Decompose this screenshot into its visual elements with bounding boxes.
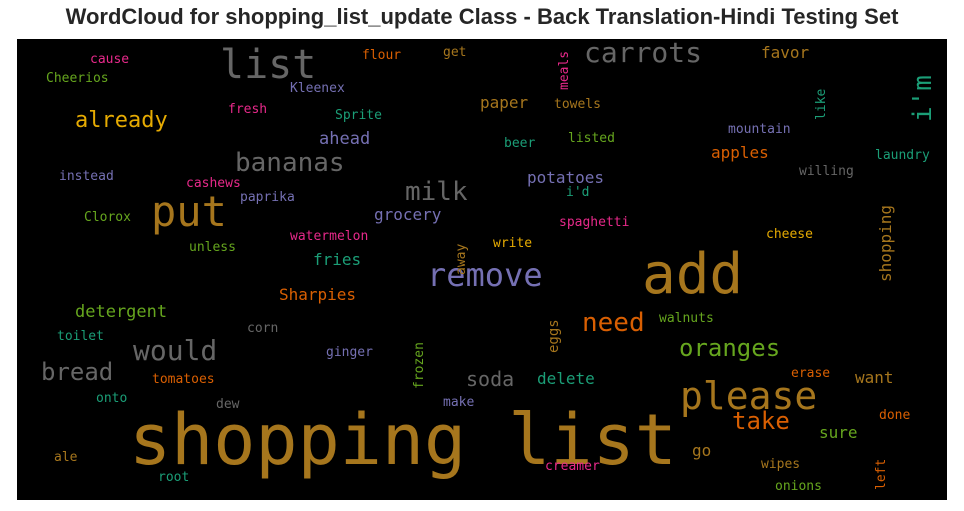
- cloud-word: ahead: [319, 129, 371, 149]
- cloud-word: unless: [189, 240, 236, 255]
- cloud-word: wipes: [761, 457, 801, 472]
- cloud-word: left: [874, 458, 889, 491]
- word-cloud-canvas: shopping list add put remove please list carro…: [17, 39, 947, 500]
- cloud-word: away: [454, 243, 469, 276]
- cloud-word: i'd: [566, 185, 590, 200]
- cloud-word: bread: [41, 358, 114, 386]
- cloud-word: list: [220, 42, 317, 88]
- cloud-word: potatoes: [527, 168, 605, 187]
- cloud-word: corn: [247, 321, 279, 336]
- cloud-word: paprika: [240, 190, 295, 205]
- cloud-word: put: [151, 187, 227, 236]
- cloud-word: fries: [313, 250, 362, 269]
- cloud-word: toilet: [57, 329, 104, 344]
- cloud-word: ginger: [326, 345, 373, 360]
- cloud-word: meals: [557, 50, 572, 90]
- cloud-word: willing: [799, 164, 854, 179]
- cloud-word: detergent: [75, 302, 168, 322]
- cloud-word: tomatoes: [152, 372, 215, 387]
- cloud-word: eggs: [546, 318, 562, 353]
- cloud-word: add: [642, 242, 744, 307]
- cloud-word: laundry: [875, 148, 930, 163]
- cloud-word: erase: [791, 366, 831, 381]
- cloud-word: please: [680, 374, 818, 418]
- cloud-word: would: [133, 334, 218, 367]
- cloud-word: ale: [54, 450, 78, 465]
- cloud-word: bananas: [235, 148, 345, 178]
- cloud-word: oranges: [679, 334, 781, 362]
- cloud-word: listed: [568, 131, 615, 146]
- cloud-word: done: [879, 408, 911, 423]
- cloud-word: shopping list: [129, 399, 677, 481]
- cloud-word: frozen: [412, 341, 427, 389]
- cloud-word: already: [75, 108, 168, 133]
- cloud-word: instead: [59, 169, 114, 184]
- cloud-word: cause: [90, 52, 130, 67]
- cloud-word: flour: [362, 48, 402, 63]
- cloud-word: walnuts: [659, 311, 714, 326]
- cloud-word: Cheerios: [46, 71, 109, 86]
- cloud-word: apples: [711, 143, 769, 162]
- cloud-word: paper: [480, 93, 529, 112]
- cloud-word: spaghetti: [559, 215, 630, 230]
- cloud-word: favor: [761, 43, 810, 62]
- cloud-word: i'm: [908, 74, 938, 122]
- cloud-word: Clorox: [84, 210, 131, 225]
- cloud-word: make: [443, 395, 475, 410]
- cloud-word: remove: [427, 256, 543, 294]
- cloud-word: mountain: [728, 122, 791, 137]
- cloud-word: take: [732, 407, 790, 435]
- cloud-word: dew: [216, 397, 240, 412]
- cloud-word: like: [814, 88, 829, 121]
- cloud-word: cashews: [186, 176, 241, 191]
- cloud-word: watermelon: [290, 229, 369, 244]
- cloud-word: need: [582, 308, 645, 338]
- cloud-word: towels: [554, 97, 601, 112]
- cloud-word: get: [443, 45, 467, 60]
- cloud-word: Kleenex: [290, 81, 345, 96]
- cloud-word: delete: [537, 369, 595, 388]
- cloud-word: fresh: [228, 102, 268, 117]
- cloud-word: creamer: [545, 459, 600, 474]
- cloud-word: shopping: [876, 204, 895, 282]
- cloud-word: want: [855, 368, 894, 387]
- cloud-word: soda: [466, 367, 515, 391]
- cloud-word: Sharpies: [279, 285, 357, 304]
- cloud-word: onions: [775, 479, 822, 494]
- cloud-word: grocery: [374, 205, 442, 224]
- chart-title: WordCloud for shopping_list_update Class…: [65, 4, 899, 29]
- cloud-word: beer: [504, 136, 536, 151]
- cloud-word: sure: [819, 423, 858, 442]
- cloud-word: go: [692, 441, 712, 460]
- cloud-word: carrots: [584, 39, 703, 69]
- cloud-word: cheese: [766, 227, 813, 242]
- cloud-word: Sprite: [335, 108, 382, 123]
- cloud-word: milk: [405, 177, 468, 207]
- cloud-word: write: [493, 236, 533, 251]
- cloud-word: root: [158, 470, 190, 485]
- cloud-word: onto: [96, 391, 128, 406]
